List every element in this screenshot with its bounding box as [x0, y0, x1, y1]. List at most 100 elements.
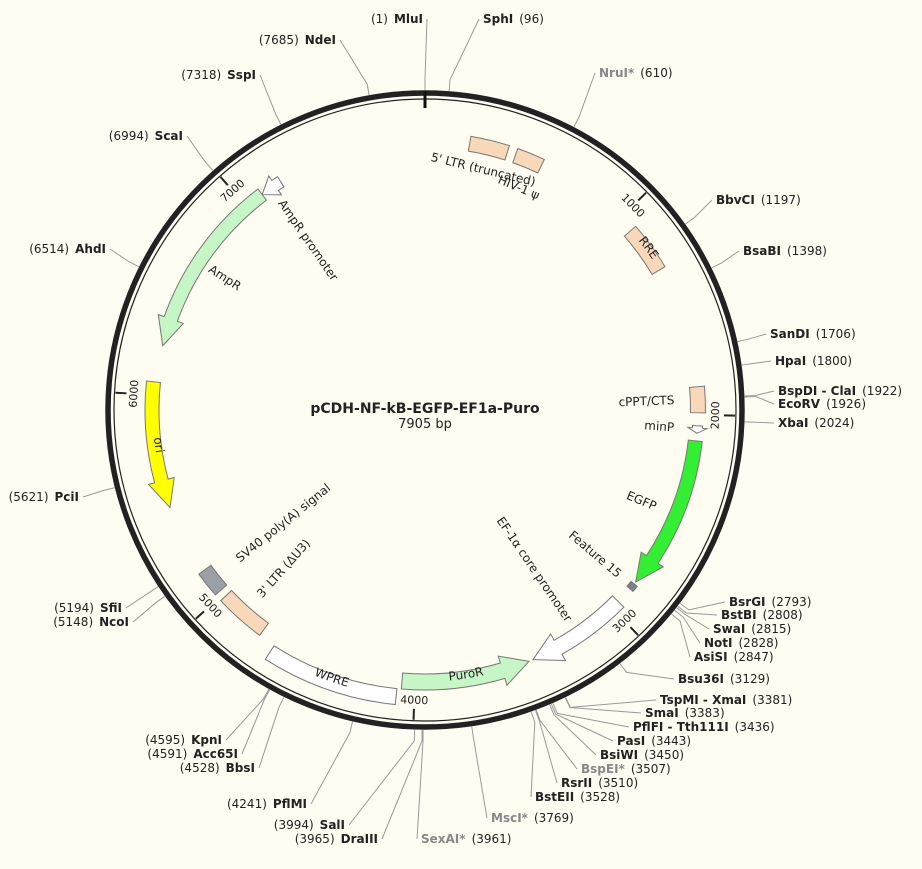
site-smai: SmaI (3383) [645, 706, 725, 720]
site-leader [738, 334, 766, 342]
site-leader [536, 710, 577, 769]
feature-shape [199, 565, 227, 595]
feature-shape [627, 581, 637, 591]
site-name: PflMI [273, 797, 307, 811]
feature-ampr-promoter: AmpR promoter [262, 176, 341, 284]
feature-label: cPPT/CTS [618, 393, 674, 409]
tick-mark [631, 627, 639, 635]
site-tspmi-xmai: TspMI - XmaI (3381) [660, 693, 792, 707]
feature-shape [636, 440, 703, 582]
site-bsiwi: BsiWI (3450) [600, 748, 684, 762]
site-draiii: (3965) DraIII [295, 832, 378, 846]
site-leader [226, 689, 269, 740]
site-leader [472, 727, 487, 818]
site-leader [745, 422, 774, 423]
site-name: SanDI [770, 327, 810, 341]
site-name: BspEI* [581, 762, 626, 776]
feature-label: minP [644, 418, 675, 434]
site-ndei: (7685) NdeI [259, 33, 336, 47]
site-bbvci: BbvCI (1197) [716, 193, 801, 207]
site-name: SexAI* [421, 832, 466, 846]
site-position: (3994) [274, 818, 314, 832]
site-leader [242, 690, 270, 754]
site-name: BbsI [226, 761, 255, 775]
feature-shape [468, 136, 509, 160]
site-position: (1926) [826, 397, 866, 411]
site-position: (2828) [739, 636, 779, 650]
site-name: PasI [617, 734, 645, 748]
site-asisi: AsiSI (2847) [694, 650, 774, 664]
site-leader [260, 75, 281, 124]
site-name: PflFI - Tth111I [633, 720, 729, 734]
site-position: (3450) [644, 748, 684, 762]
site-position: (4595) [145, 733, 185, 747]
site-leader [745, 397, 774, 404]
site-name: BsrGI [729, 595, 766, 609]
site-leader [110, 249, 139, 267]
site-sphi: SphI (96) [483, 12, 544, 26]
site-sali: (3994) SalI [274, 818, 345, 832]
site-name: SmaI [645, 706, 679, 720]
feature-3-ltr-u3: 3' LTR (ΔU3) [221, 536, 313, 635]
site-name: RsrII [561, 776, 592, 790]
site-position: (1922) [862, 384, 902, 398]
site-acc65i: (4591) Acc65I [147, 747, 238, 761]
site-position: (5148) [53, 615, 93, 629]
site-position: (6994) [109, 129, 149, 143]
site-name: MscI* [491, 811, 529, 825]
site-position: (4241) [227, 797, 267, 811]
tick-mark [638, 193, 646, 201]
site-name: DraIII [341, 832, 378, 846]
site-position: (5194) [54, 601, 94, 615]
site-position: (3129) [730, 672, 770, 686]
site-position: (3381) [752, 693, 792, 707]
feature-ori: ori [145, 381, 174, 507]
site-hpai: HpaI (1800) [775, 354, 852, 368]
site-position: (1398) [787, 244, 827, 258]
site-name: Bsu36I [678, 672, 724, 686]
site-name: SwaI [713, 622, 745, 636]
site-name: NotI [704, 636, 733, 650]
site-name: Acc65I [193, 747, 238, 761]
site-sexai: SexAI* (3961) [421, 832, 511, 846]
site-bsrgi: BsrGI (2793) [729, 595, 811, 609]
plasmid-name: pCDH-NF-kB-EGFP-EF1a-Puro [310, 401, 540, 417]
site-position: (3510) [598, 776, 638, 790]
site-bsteii: BstEII (3528) [535, 790, 620, 804]
site-pflfi-tth111i: PflFI - Tth111I (3436) [633, 720, 775, 734]
site-position: (610) [640, 66, 672, 80]
feature-label: ori [151, 436, 167, 453]
site-name: ScaI [155, 129, 183, 143]
feature-label: AmpR [206, 262, 244, 293]
feature-cppt-cts: cPPT/CTS [618, 386, 705, 413]
site-position: (5621) [9, 490, 49, 504]
site-leader [535, 710, 557, 783]
tick-label: 2000 [709, 401, 723, 429]
feature-shape [690, 386, 706, 413]
site-mlui: (1) MluI [371, 12, 423, 26]
site-position: (4591) [147, 747, 187, 761]
site-name: NdeI [305, 33, 336, 47]
site-position: (7685) [259, 33, 299, 47]
site-leader [349, 730, 415, 825]
site-sandi: SanDI (1706) [770, 327, 856, 341]
site-bstbi: BstBI (2808) [721, 608, 803, 622]
site-name: SspI [227, 68, 256, 82]
site-leader [425, 19, 427, 90]
site-leader [187, 136, 213, 170]
site-pcii: (5621) PciI [9, 490, 79, 504]
feature-label: AmpR promoter [275, 197, 341, 283]
site-name: BspDI - ClaI [778, 384, 856, 398]
feature-shape [513, 148, 544, 173]
site-noti: NotI (2828) [704, 636, 778, 650]
site-pasi: PasI (3443) [617, 734, 691, 748]
site-position: (96) [519, 12, 544, 26]
feature-egfp: EGFP [625, 440, 703, 582]
site-leader [745, 391, 774, 396]
feature-label: EGFP [625, 488, 659, 513]
site-ahdi: (6514) AhdI [29, 242, 106, 256]
site-leader [620, 664, 674, 679]
site-sfii: (5194) SfiI [54, 601, 122, 615]
site-position: (1800) [812, 354, 852, 368]
